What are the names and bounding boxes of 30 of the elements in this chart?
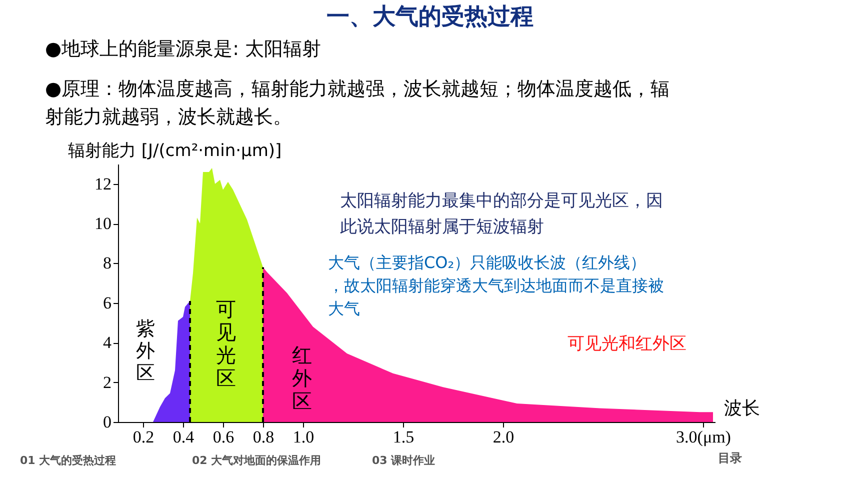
- chart-title: 一、大气的受热过程: [326, 4, 534, 30]
- text: 目录: [718, 451, 742, 465]
- text: ●地球上的能量源泉是: 太阳辐射: [45, 38, 322, 60]
- y-tick-label: 4: [103, 333, 112, 352]
- x-tick-label: 3.0(μm): [676, 428, 731, 446]
- text: 03 课时作业: [372, 454, 436, 467]
- x-tick-label: 1.5: [392, 428, 414, 446]
- x-tick-label: 0.4: [172, 428, 195, 446]
- x-tick-label: 1.0: [292, 428, 314, 446]
- text: ●原理：物体温度越高，辐射能力就越强，波长就越短；物体温度越低，辐射能力就越弱，波长就越长。: [45, 78, 670, 128]
- y-tick-label: 0: [103, 412, 112, 432]
- y-tick-label: 10: [94, 214, 112, 234]
- annotation: 大气（主要指CO₂）只能吸收长波（红外线），故太阳辐射能穿透大气到达地面而不是直接被大气: [328, 253, 664, 318]
- annotation: 红外区: [292, 343, 312, 413]
- y-axis-title: 辐射能力 [J/(cm²·min·μm)]: [68, 141, 282, 161]
- annotation: 紫外区: [136, 318, 155, 384]
- x-tick-label: 0.2: [132, 428, 154, 446]
- x-tick-label: 0.6: [212, 428, 234, 446]
- x-tick-label: 0.8: [252, 428, 274, 446]
- annotation: 可见光和红外区: [568, 334, 686, 354]
- y-tick-label: 8: [103, 254, 112, 273]
- text: 02 大气对地面的保温作用: [192, 454, 322, 467]
- annotation: 太阳辐射能力最集中的部分是可见光区，因此说太阳辐射属于短波辐射: [340, 191, 663, 237]
- x-axis-title: 波长: [724, 398, 760, 419]
- text: 01 大气的受热过程: [20, 454, 116, 467]
- x-tick-label: 2.0: [492, 428, 514, 446]
- y-tick-label: 6: [103, 293, 112, 312]
- y-tick-label: 2: [103, 372, 112, 392]
- y-tick-label: 12: [94, 174, 112, 194]
- annotation: 可见光区: [216, 297, 236, 390]
